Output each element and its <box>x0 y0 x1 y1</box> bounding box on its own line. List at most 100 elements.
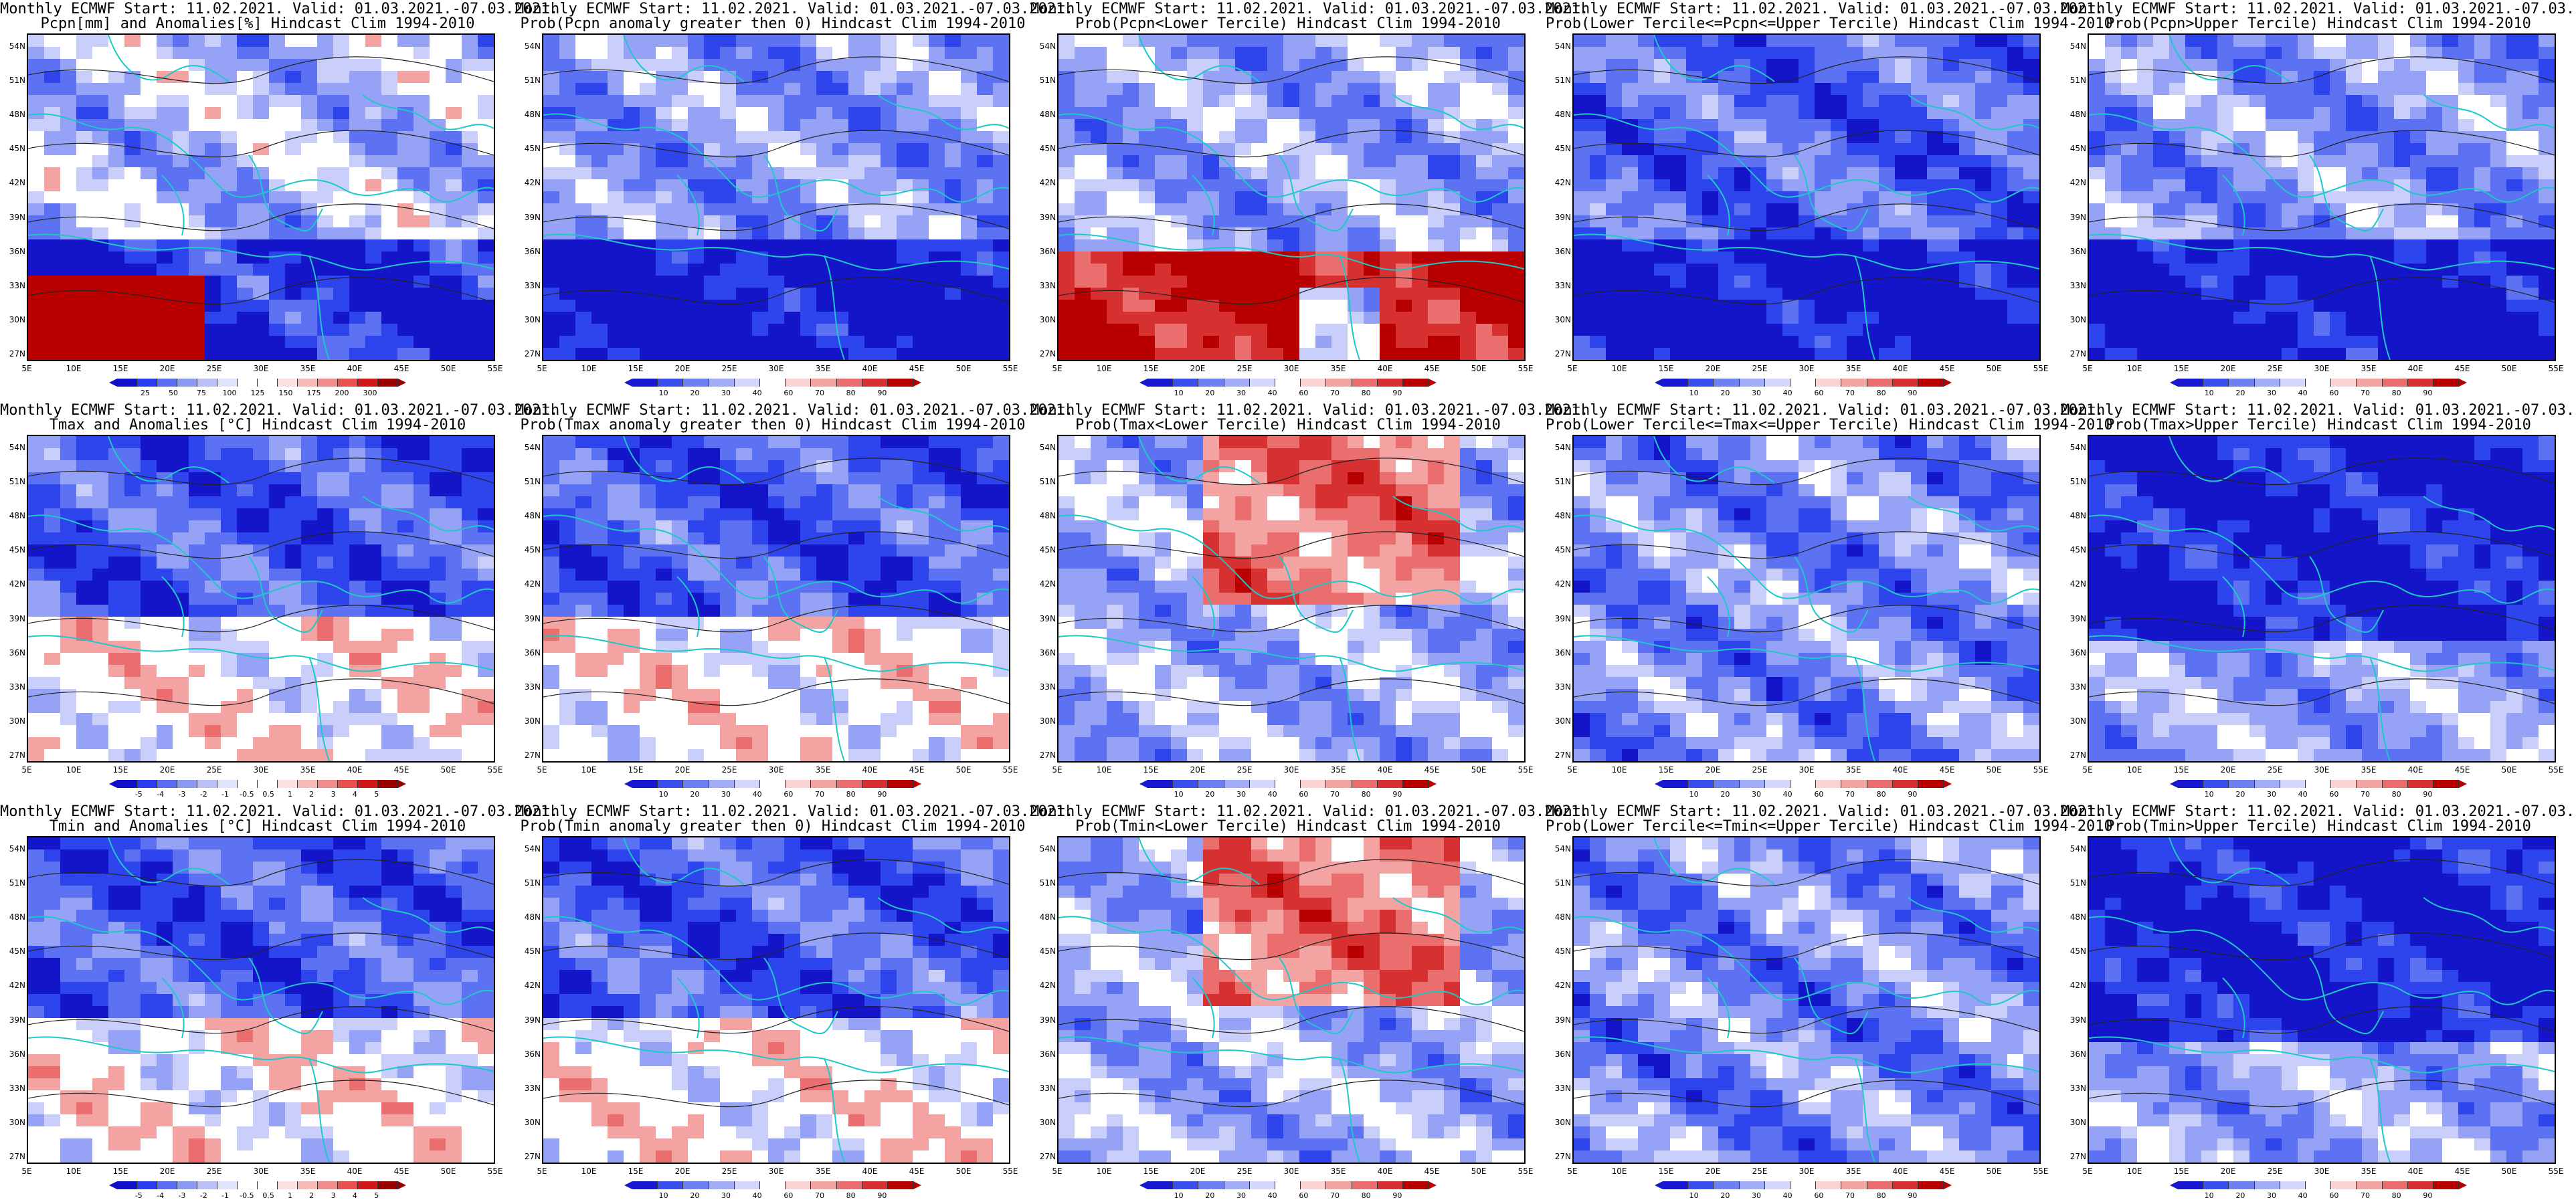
field-cell <box>1155 276 1172 288</box>
field-cell <box>2023 95 2039 108</box>
field-cell <box>1492 252 1509 264</box>
field-cell <box>2426 47 2443 60</box>
field-cell <box>478 252 494 264</box>
contour-line <box>2089 203 2555 231</box>
field-cell <box>1847 239 1863 252</box>
field-cell <box>1654 324 1671 336</box>
field-cell <box>28 264 45 276</box>
field-cell <box>108 677 125 690</box>
field-cell <box>173 179 189 192</box>
field-cell <box>124 544 141 557</box>
field-cell <box>1574 47 1590 60</box>
field-cell <box>1460 324 1477 336</box>
field-cell <box>365 520 382 533</box>
field-cell <box>1283 119 1300 132</box>
field-cell <box>189 227 205 240</box>
field-cell <box>2362 35 2379 47</box>
field-cell <box>221 544 238 557</box>
field-cell <box>1959 119 1976 132</box>
field-cell <box>430 167 446 180</box>
field-cell <box>2007 167 2024 180</box>
field-cell <box>1476 227 1493 240</box>
field-cell <box>2298 155 2314 168</box>
field-cell <box>1428 288 1445 300</box>
field-cell <box>108 689 125 702</box>
field-cell <box>1075 155 1091 168</box>
field-cell <box>608 300 624 312</box>
field-cell <box>1782 191 1799 204</box>
field-cell <box>1203 179 1220 192</box>
field-cell <box>92 749 109 761</box>
field-cell <box>1702 59 1719 72</box>
field-cell <box>945 276 961 288</box>
field-cell <box>173 749 189 761</box>
field-cell <box>2233 95 2250 108</box>
field-cell <box>2458 264 2475 276</box>
field-cell <box>1782 95 1799 108</box>
field-cell <box>2249 167 2266 180</box>
field-cell <box>269 95 286 108</box>
field-cell <box>720 179 737 192</box>
field-cell <box>897 252 913 264</box>
field-cell <box>1123 336 1139 348</box>
field-cell <box>945 324 961 336</box>
field-cell <box>1075 35 1091 47</box>
field-cell <box>1766 95 1783 108</box>
field-cell <box>2490 179 2507 192</box>
field-cell <box>76 215 93 228</box>
field-cell <box>1943 348 1960 360</box>
field-cell <box>2346 252 2363 264</box>
field-cell <box>1654 227 1671 240</box>
field-cell <box>44 737 61 750</box>
field-cell <box>1750 167 1767 180</box>
field-cell <box>2201 47 2218 60</box>
field-cell <box>559 83 576 96</box>
panel-title-line2: Prob(Pcpn>Upper Tercile) Hindcast Clim 1… <box>2106 15 2531 32</box>
field-cell <box>205 593 221 605</box>
field-cell <box>2314 227 2330 240</box>
field-cell <box>1331 312 1348 324</box>
field-cell <box>848 348 865 360</box>
map-panel: Monthly ECMWF Start: 11.02.2021. Valid: … <box>0 0 558 401</box>
field-cell <box>672 155 688 168</box>
field-cell <box>2426 131 2443 144</box>
field-cell <box>1187 143 1204 156</box>
field-cell <box>333 653 350 666</box>
field-cell <box>640 107 656 120</box>
field-cell <box>269 119 286 132</box>
field-cell <box>413 143 430 156</box>
field-cell <box>237 131 254 144</box>
field-cell <box>575 131 592 144</box>
field-cell <box>2539 336 2555 348</box>
field-cell <box>688 288 705 300</box>
field-cell <box>2539 47 2555 60</box>
field-cell <box>1799 167 1815 180</box>
field-cell <box>285 737 302 750</box>
field-cell <box>1766 35 1783 47</box>
field-cell <box>1911 119 1928 132</box>
field-cell <box>1943 119 1960 132</box>
field-cell <box>2506 59 2523 72</box>
field-cell <box>28 119 45 132</box>
field-cell <box>1219 252 1236 264</box>
field-cell <box>2506 288 2523 300</box>
field-cell <box>640 336 656 348</box>
field-cell <box>2153 203 2170 216</box>
latitude-label: 36N <box>1554 246 1571 256</box>
field-cell <box>478 508 494 521</box>
field-cell <box>462 167 478 180</box>
field-cell <box>624 227 640 240</box>
field-cell <box>608 252 624 264</box>
field-cell <box>1331 300 1348 312</box>
panel-title-line2: Prob(Pcpn<Lower Tercile) Hindcast Clim 1… <box>1075 15 1501 32</box>
field-cell <box>1139 276 1156 288</box>
field-cell <box>253 460 270 473</box>
field-cell <box>478 155 494 168</box>
field-cell <box>60 252 77 264</box>
contour-line <box>28 203 494 231</box>
colorbar-label: 10 <box>2204 389 2214 397</box>
field-cell <box>768 300 785 312</box>
field-cell <box>1590 324 1606 336</box>
field-cell <box>2233 83 2250 96</box>
field-cell <box>1879 59 1896 72</box>
